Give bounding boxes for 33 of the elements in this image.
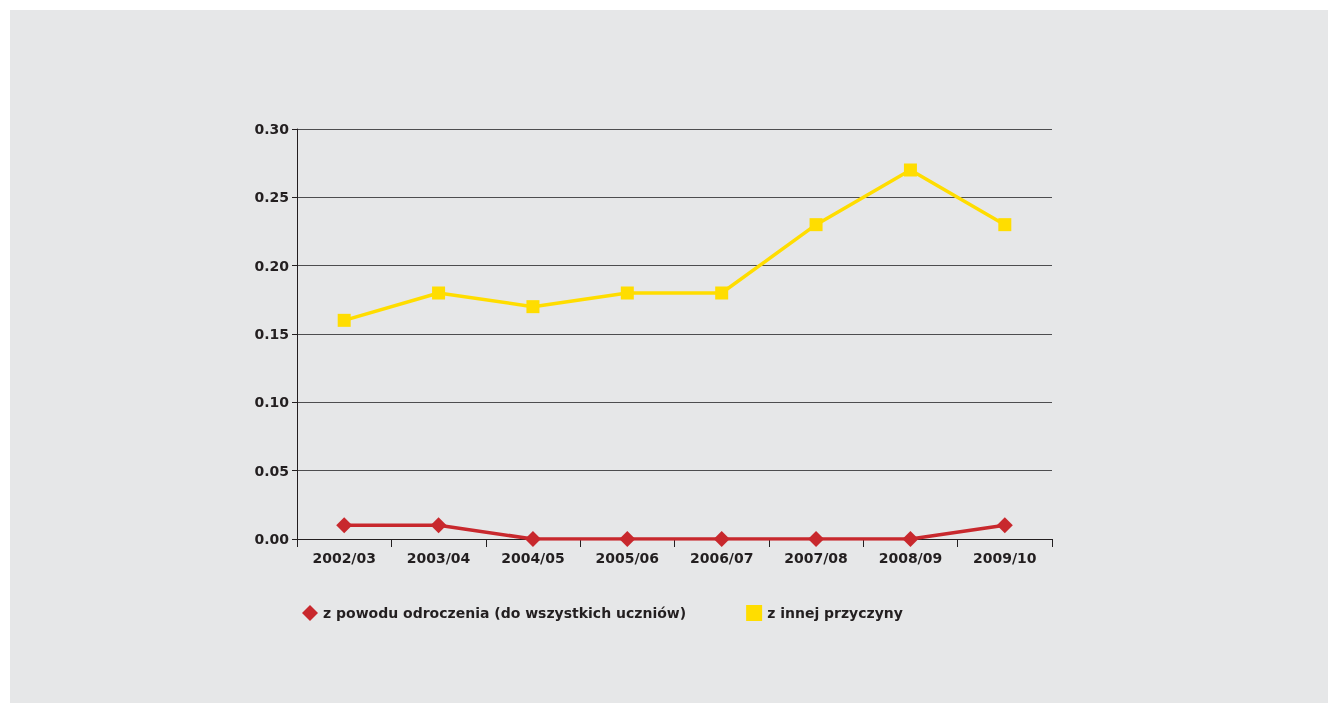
x-tick-label: 2005/06 (595, 550, 660, 566)
point (432, 286, 446, 300)
x-tick-label: 2003/04 (406, 550, 471, 566)
x-tick-label: 2006/07 (689, 550, 754, 566)
y-tick-label: 0.00 (254, 531, 290, 547)
point (526, 300, 540, 314)
point (620, 286, 634, 300)
point (336, 517, 353, 534)
x-tick-label: 2007/08 (784, 550, 848, 566)
point (996, 517, 1013, 534)
point (430, 517, 447, 534)
y-tick-label: 0.05 (254, 462, 289, 479)
x-tick-label: 2009/10 (973, 550, 1037, 566)
y-tick-label: 0.30 (254, 121, 290, 137)
x-tick-label: 2004/05 (501, 550, 565, 566)
point (902, 531, 919, 547)
point (524, 531, 541, 547)
point (903, 163, 917, 177)
point (619, 531, 636, 547)
point (998, 218, 1012, 232)
legend-label: z innej przyczyny (767, 605, 903, 621)
x-tick-label: 2008/09 (878, 550, 943, 566)
y-tick-label: 0.15 (254, 326, 289, 342)
legend-label: z powodu odroczenia (do wszystkich uczniów) (323, 605, 687, 621)
point (713, 531, 730, 547)
point (808, 531, 825, 547)
point (809, 218, 823, 232)
y-tick-label: 0.25 (254, 189, 289, 206)
point (715, 286, 729, 300)
y-tick-label: 0.20 (254, 257, 290, 274)
x-tick-label: 2002/03 (312, 550, 376, 566)
y-tick-label: 0.10 (254, 394, 290, 411)
point (337, 313, 351, 327)
